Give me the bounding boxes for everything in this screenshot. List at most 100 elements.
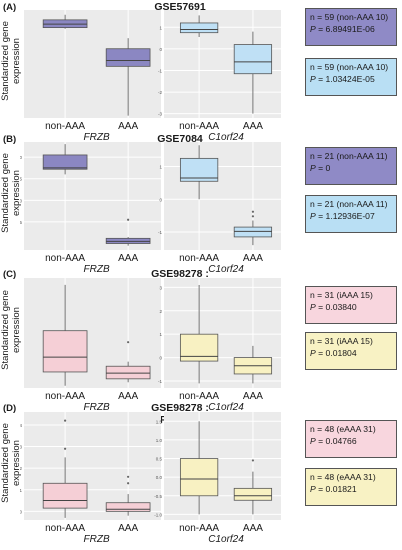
box-non-aaa: [42, 144, 88, 175]
box-non-aaa: [42, 284, 88, 386]
box-aaa: [233, 459, 273, 515]
stat-n: n = 31 (iAAA 15): [310, 290, 373, 300]
box-body: [42, 482, 88, 509]
stat-box: n = 59 (non-AAA 10) P = 6.89491E-06: [305, 8, 397, 46]
stat-n: n = 48 (eAAA 31): [310, 424, 376, 434]
gene-label: FRZB: [84, 264, 110, 275]
outlier-point: [127, 341, 130, 344]
p-label: P: [310, 436, 316, 446]
y-tick-label: 0: [159, 197, 162, 202]
box-body: [179, 458, 219, 497]
y-tick-label: 0.5: [20, 177, 22, 182]
p-label: P: [310, 211, 316, 221]
stat-p: P = 0.03840: [310, 301, 392, 313]
y-tick-label: 1: [159, 25, 162, 30]
stat-n: n = 31 (iAAA 15): [310, 336, 373, 346]
x-category-label: AAA: [243, 523, 263, 534]
boxplot-frzb: 4 3 2 1 0 non-AAA AAA FRZB: [20, 412, 161, 545]
outlier-point: [251, 210, 255, 213]
x-category-label: non-AAA: [179, 523, 219, 534]
y-tick-label: 4: [20, 423, 22, 428]
y-tick-label: 3: [20, 445, 22, 450]
box-non-aaa: [179, 145, 219, 200]
stat-p: P = 1.12936E-07: [310, 210, 392, 222]
box-body: [233, 487, 273, 501]
p-label: P: [310, 302, 316, 312]
box-aaa: [233, 345, 273, 384]
gene-label: FRZB: [84, 132, 110, 143]
p-value: = 0: [315, 163, 331, 173]
y-tick-label: 3: [159, 285, 162, 290]
box-non-aaa: [42, 419, 88, 518]
x-category-label: non-AAA: [45, 253, 85, 264]
x-category-label: non-AAA: [179, 253, 219, 264]
stat-p: P = 6.89491E-06: [310, 23, 392, 35]
stat-p: P = 0.01821: [310, 483, 392, 495]
p-label: P: [310, 484, 316, 494]
box-body: [42, 330, 88, 373]
stat-box: n = 48 (eAAA 31) P = 0.01821: [305, 468, 397, 506]
stat-n: n = 59 (non-AAA 10): [310, 12, 389, 22]
y-tick-label: 2: [159, 309, 162, 314]
boxplot-frzb: non-AAA AAA FRZB: [24, 10, 161, 143]
stat-box: n = 21 (non-AAA 11) P = 1.12936E-07: [305, 195, 397, 233]
y-axis-label: Standardized gene expression: [0, 423, 22, 503]
y-tick-label: 1: [159, 165, 162, 170]
panel-letter: (A): [3, 2, 17, 13]
box-non-aaa: [42, 14, 88, 29]
box-aaa: [233, 31, 273, 114]
p-value: = 0.04766: [315, 436, 357, 446]
p-value: = 1.12936E-07: [315, 211, 375, 221]
y-tick-label: 0: [159, 356, 162, 361]
y-tick-label: 1.0: [20, 155, 22, 160]
x-category-label: AAA: [118, 523, 138, 534]
outlier-point: [64, 419, 67, 422]
y-tick-label: -1.0: [154, 512, 162, 517]
y-tick-label: 0.0: [20, 198, 22, 203]
boxplot-frzb: 1.0 0.5 0.0 -0.5 non-AAA AAA FRZB: [20, 142, 161, 275]
panel-letter: (D): [3, 403, 17, 414]
p-value: = 0.01821: [315, 484, 357, 494]
p-label: P: [310, 74, 316, 84]
box-body: [179, 157, 219, 182]
y-tick-label: 1: [159, 332, 162, 337]
y-tick-label: 0: [20, 509, 22, 514]
stat-n: n = 59 (non-AAA 10): [310, 62, 389, 72]
gene-label: C1orf24: [208, 402, 244, 413]
gene-label: C1orf24: [208, 132, 244, 143]
p-label: P: [310, 24, 316, 34]
y-tick-label: 2: [20, 466, 22, 471]
gene-label: FRZB: [84, 402, 110, 413]
box-body: [233, 226, 273, 238]
p-value: = 0.03840: [315, 302, 357, 312]
stat-n: n = 21 (non-AAA 11): [310, 151, 388, 161]
outlier-point: [127, 475, 130, 478]
outlier-point: [251, 459, 255, 462]
box-body: [42, 154, 88, 170]
y-tick-label: -1: [158, 230, 162, 235]
x-category-label: AAA: [243, 121, 263, 132]
y-tick-label: 0: [159, 47, 162, 52]
y-tick-label: -3: [158, 112, 162, 117]
stat-p: P = 1.03424E-05: [310, 73, 392, 85]
box-aaa: [233, 210, 273, 246]
stat-n: n = 21 (non-AAA 11): [310, 199, 388, 209]
gene-label: C1orf24: [208, 534, 244, 545]
y-tick-label: 1.0: [156, 438, 163, 443]
panel-letter: (B): [3, 134, 17, 145]
stat-n: n = 48 (eAAA 31): [310, 472, 376, 482]
x-category-label: AAA: [243, 391, 263, 402]
outlier-point: [127, 482, 130, 485]
outlier-point: [251, 215, 255, 218]
stat-p: P = 0: [310, 162, 392, 174]
box-body: [105, 365, 151, 380]
box-aaa: [105, 475, 151, 516]
box-non-aaa: [179, 15, 219, 37]
p-label: P: [310, 348, 316, 358]
x-category-label: non-AAA: [179, 121, 219, 132]
outlier-point: [127, 218, 130, 221]
